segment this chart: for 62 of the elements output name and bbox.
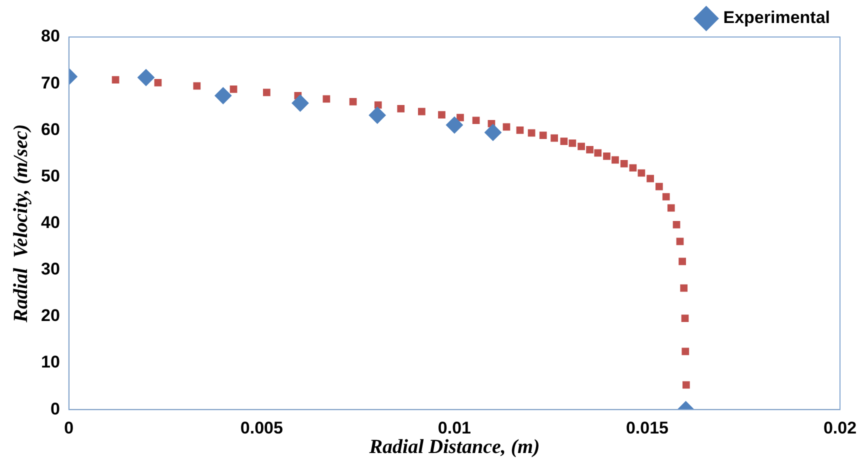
x-axis-title: Radial Distance, (m) xyxy=(368,436,540,458)
point xyxy=(446,116,463,134)
point xyxy=(112,76,120,84)
point xyxy=(662,193,670,200)
point xyxy=(214,87,232,104)
y-tick-label: 50 xyxy=(40,166,60,186)
point xyxy=(578,142,585,150)
y-axis-title: Radial Velocity, (m/sec) xyxy=(10,124,32,324)
point xyxy=(322,95,330,103)
point xyxy=(397,105,405,112)
y-tick-label: 0 xyxy=(50,399,60,418)
y-tick-label: 10 xyxy=(40,352,60,372)
point xyxy=(292,94,309,112)
point xyxy=(193,82,201,90)
point xyxy=(586,146,594,154)
point xyxy=(502,123,510,131)
point xyxy=(472,116,480,124)
point xyxy=(550,134,558,142)
point xyxy=(603,152,610,160)
point xyxy=(456,114,464,122)
point xyxy=(484,124,502,141)
point xyxy=(681,314,689,322)
point xyxy=(154,78,162,86)
point xyxy=(646,174,654,182)
point xyxy=(676,238,684,246)
point xyxy=(368,106,386,124)
point xyxy=(539,132,547,139)
point xyxy=(438,111,446,118)
point xyxy=(138,69,155,86)
point xyxy=(516,126,524,134)
point xyxy=(655,182,663,190)
point xyxy=(667,204,675,212)
point xyxy=(672,221,680,228)
point xyxy=(620,160,628,168)
y-tick-label: 70 xyxy=(40,73,60,92)
point xyxy=(560,138,568,146)
point xyxy=(374,101,382,109)
point xyxy=(230,85,238,93)
x-tick-label: 0 xyxy=(64,418,74,438)
x-tick-label: 0.01 xyxy=(438,418,471,438)
point xyxy=(629,164,637,172)
y-tick-label: 80 xyxy=(40,26,60,46)
point xyxy=(680,284,688,292)
point xyxy=(682,381,690,389)
point xyxy=(263,88,270,96)
point xyxy=(349,98,357,106)
point xyxy=(678,258,686,266)
y-tick-label: 40 xyxy=(40,212,60,232)
y-tick-label: 20 xyxy=(40,306,60,326)
legend-label: Experimental xyxy=(723,8,830,28)
point xyxy=(682,348,690,356)
y-tick-label: 30 xyxy=(40,260,60,279)
point xyxy=(594,149,602,157)
x-tick-label: 0.015 xyxy=(626,418,668,438)
point xyxy=(568,140,576,147)
x-tick-label: 0.02 xyxy=(823,418,857,438)
point xyxy=(638,169,646,177)
point xyxy=(528,129,536,137)
x-tick-label: 0.005 xyxy=(240,418,283,438)
point xyxy=(418,108,426,116)
point xyxy=(612,156,619,164)
y-tick-label: 60 xyxy=(40,120,60,139)
